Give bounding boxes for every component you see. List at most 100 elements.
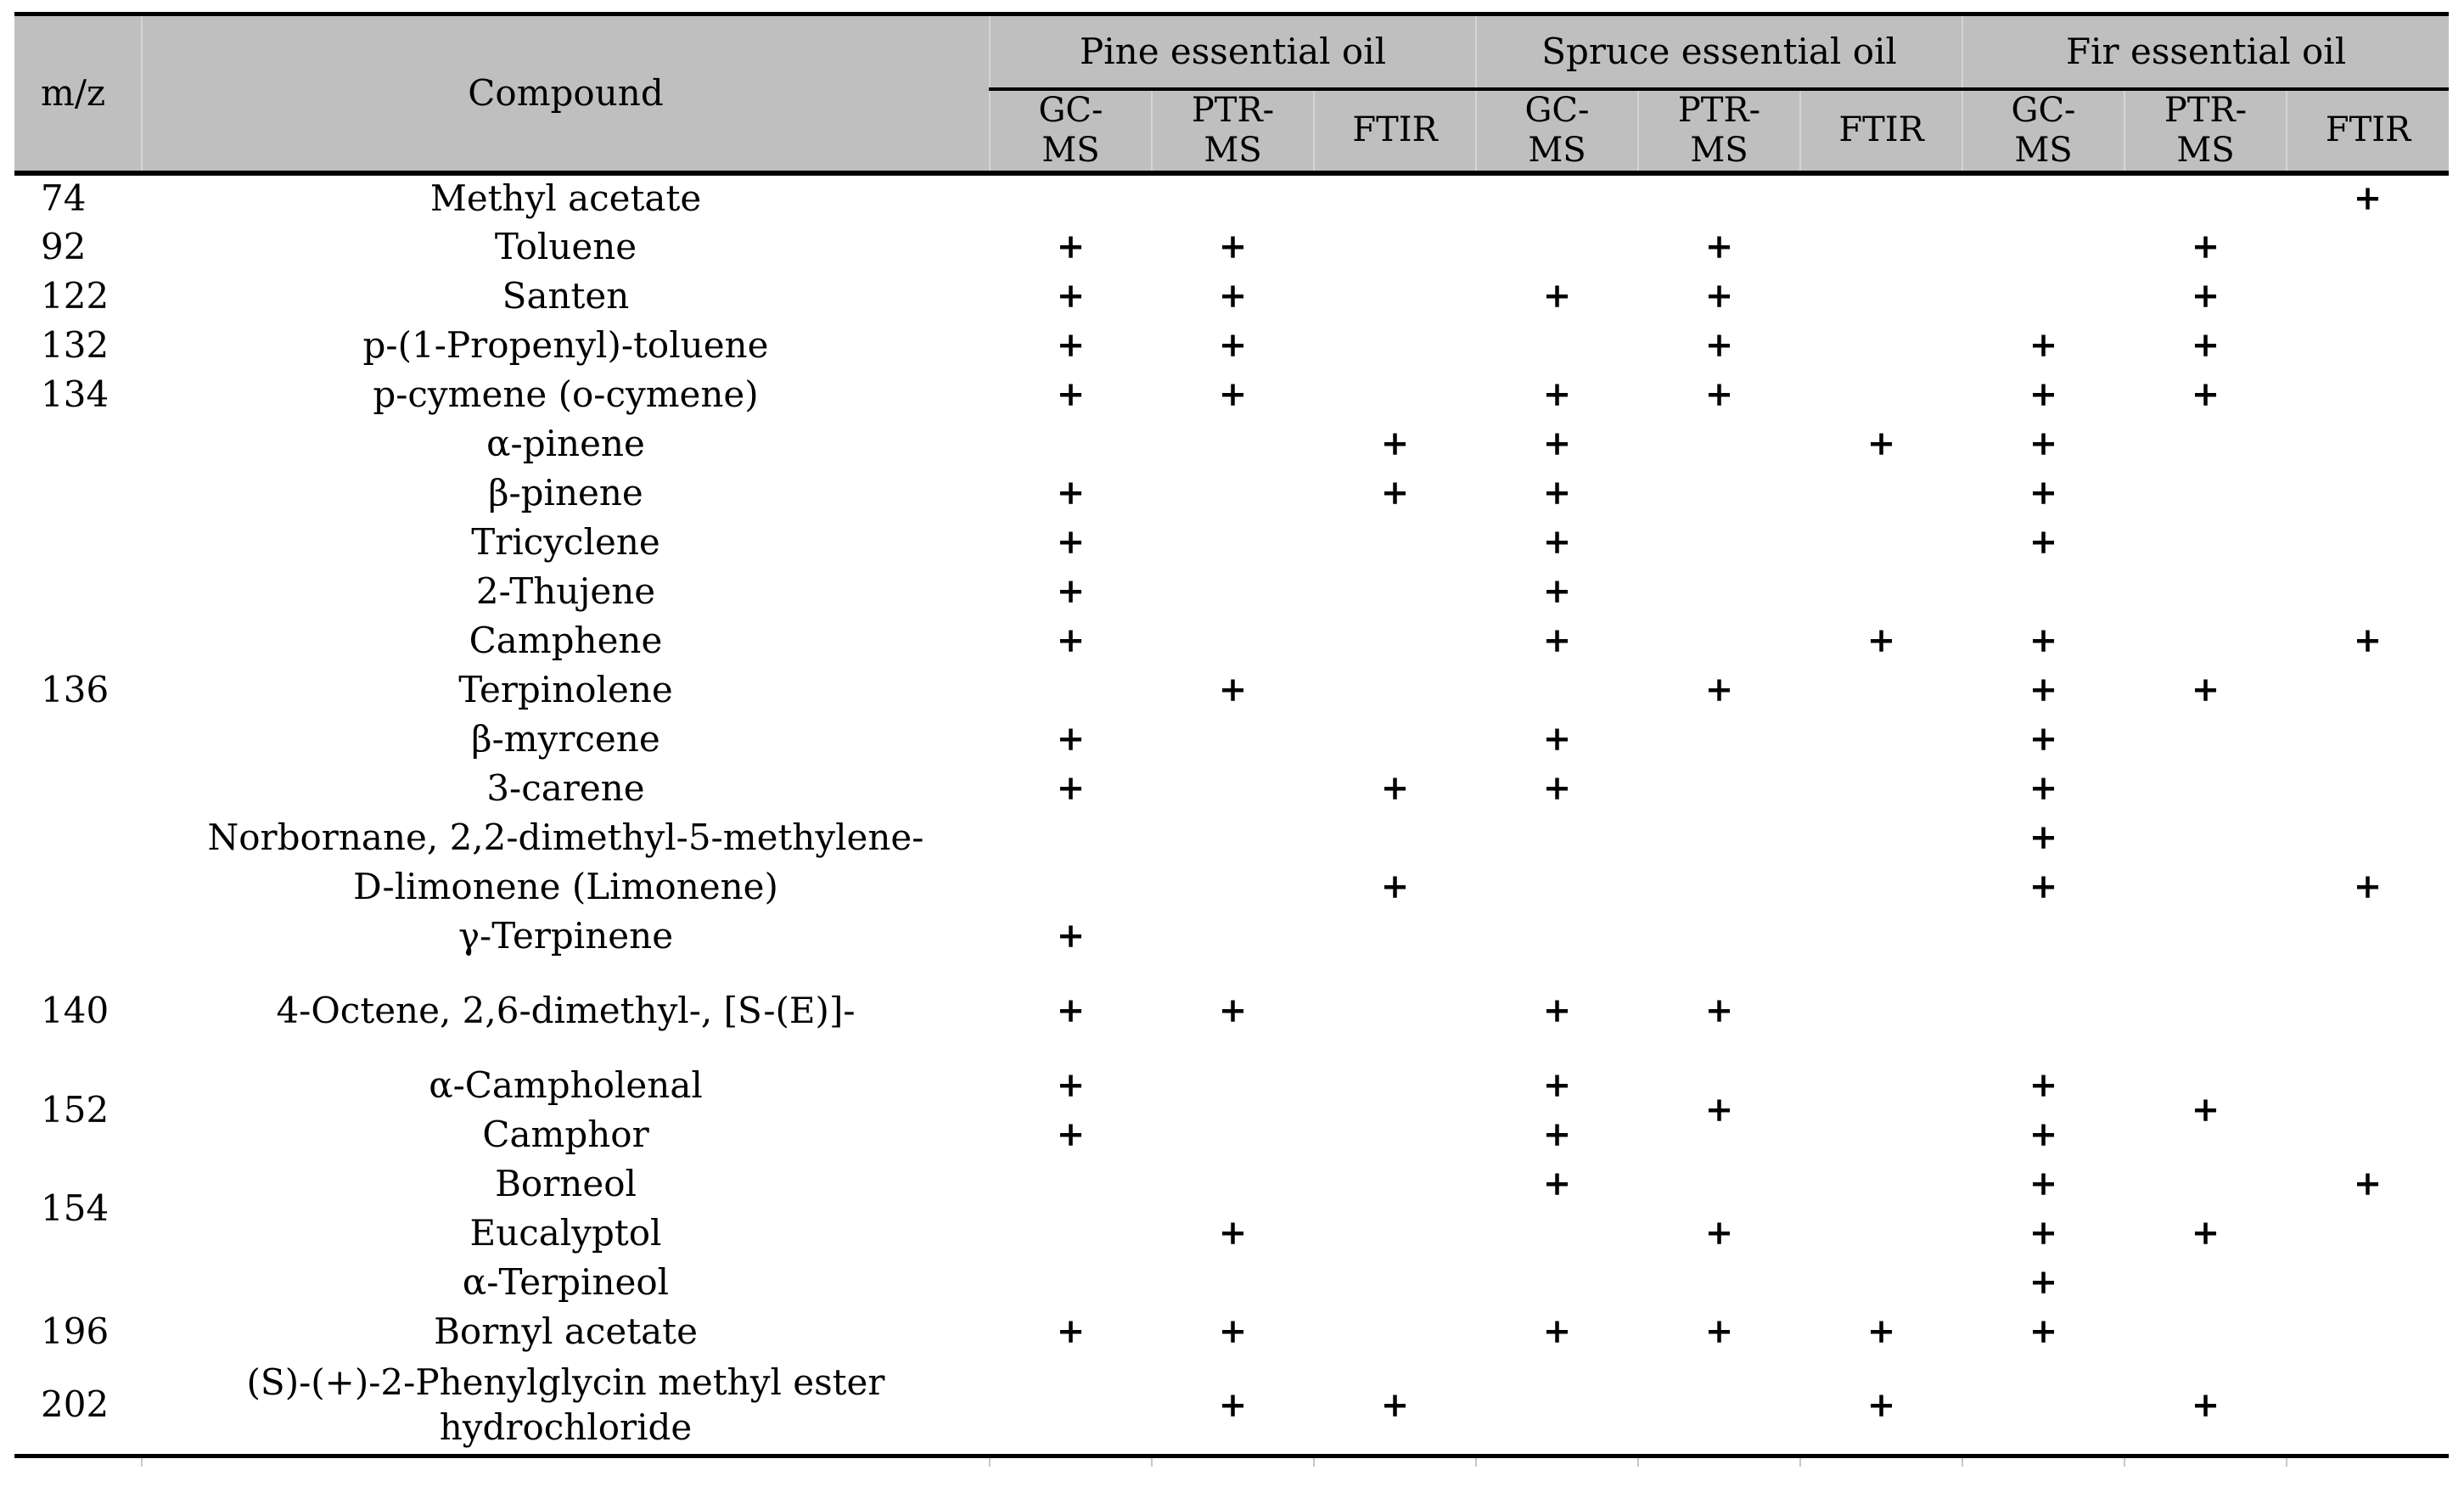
mark-cell-spruce-ptrms — [1638, 715, 1800, 764]
separator-tick — [1151, 1458, 1153, 1467]
mz-cell: 196 — [41, 1310, 109, 1352]
mark-cell-spruce-ftir: + — [1866, 1384, 1896, 1425]
mark-cell-fir-ftir — [2287, 518, 2449, 567]
mark-cell-fir-ftir — [2287, 272, 2449, 321]
mark-cell-spruce-ptrms — [1638, 419, 1800, 469]
table-row: β-pinene + + + + — [14, 469, 2449, 518]
mark-cell-pine-gcms — [990, 665, 1152, 715]
table-row: Camphene + + + + + — [14, 616, 2449, 665]
mark-cell-spruce-gcms — [1476, 1209, 1638, 1258]
mark-cell-pine-ftir — [1314, 715, 1476, 764]
group-header-row: m/z Compound Pine essential oil Spruce e… — [14, 14, 2450, 176]
mark-cell-pine-ftir — [1314, 321, 1476, 370]
mark-cell-fir-gcms: + — [2029, 1310, 2058, 1351]
mark-cell-pine-gcms: + — [1056, 1064, 1086, 1105]
mark-cell-pine-ptrms: + — [1218, 1384, 1248, 1425]
mark-cell-fir-ftir — [2287, 321, 2449, 370]
mark-cell-spruce-ptrms: + — [1704, 226, 1734, 267]
mark-cell-fir-ftir — [2287, 469, 2449, 518]
mark-cell-fir-ptrms — [2124, 419, 2287, 469]
mark-cell-fir-gcms: + — [2029, 373, 2058, 414]
mark-cell-pine-ptrms: + — [1218, 373, 1248, 414]
mark-cell-spruce-ftir — [1800, 469, 1962, 518]
header-spruce-gcms: GC- MS — [1475, 88, 1639, 176]
compound-cell: β-pinene — [488, 471, 643, 513]
table-row: 202 (S)-(+)-2-Phenylglycin methyl ester hy… — [14, 1356, 2449, 1456]
mark-cell-spruce-gcms — [1476, 321, 1638, 370]
mark-cell-spruce-ptrms — [1638, 518, 1800, 567]
table-row: γ-Terpinene + — [14, 912, 2449, 961]
mark-cell-fir-ftir — [2287, 567, 2449, 616]
mark-cell-fir-ptrms — [2124, 1159, 2287, 1209]
compound-cell: Bornyl acetate — [434, 1310, 698, 1352]
mark-cell-spruce-ptrms: + — [1704, 1089, 1734, 1130]
mark-cell-pine-ftir — [1314, 961, 1476, 1061]
table-row: 132 p-(1-Propenyl)-toluene + + + + + — [14, 321, 2449, 370]
mark-cell-spruce-ptrms: + — [1704, 324, 1734, 365]
mark-cell-spruce-ftir — [1800, 321, 1962, 370]
mark-cell-pine-ptrms — [1152, 764, 1314, 813]
mark-cell-fir-gcms: + — [2029, 866, 2058, 906]
mark-cell-spruce-ptrms: + — [1704, 275, 1734, 316]
compound-cell: Methyl acetate — [429, 177, 702, 220]
mark-cell-pine-ptrms: + — [1218, 324, 1248, 365]
mz-cell: 140 — [41, 989, 109, 1031]
method-label-line: PTR- — [1677, 90, 1761, 130]
mark-cell-pine-ftir: + — [1380, 472, 1410, 513]
mark-cell-fir-gcms — [1962, 1356, 2124, 1456]
mark-cell-fir-ptrms — [2124, 1258, 2287, 1307]
compound-cell: γ-Terpinene — [457, 914, 674, 957]
table-row: Camphor + + + — [14, 1110, 2449, 1159]
mz-cell — [14, 1258, 142, 1307]
mark-cell-spruce-ftir — [1800, 518, 1962, 567]
mark-cell-fir-gcms: + — [2029, 472, 2058, 513]
separator-tick — [1637, 1458, 1639, 1467]
mark-cell-pine-gcms: + — [1056, 1310, 1086, 1351]
mark-cell-fir-ptrms — [2124, 469, 2287, 518]
method-label-line: FTIR — [1352, 110, 1438, 150]
mark-cell-pine-ftir — [1314, 1258, 1476, 1307]
mark-cell-spruce-gcms: + — [1542, 1064, 1572, 1105]
mark-cell-fir-gcms: + — [2029, 1064, 2058, 1105]
table-row: 2-Thujene + + — [14, 567, 2449, 616]
mark-cell-spruce-ptrms — [1638, 1159, 1800, 1209]
header-pine-ptrms: PTR- MS — [1151, 88, 1314, 176]
mark-cell-pine-gcms — [990, 1258, 1152, 1307]
method-label-line: MS — [1204, 130, 1262, 170]
mz-cell: 154 — [41, 1187, 109, 1229]
mark-cell-fir-ftir: + — [2353, 620, 2383, 660]
mark-cell-spruce-ftir — [1800, 370, 1962, 419]
mark-cell-pine-ftir — [1314, 1209, 1476, 1258]
separator-tick — [2124, 1458, 2125, 1467]
compound-column-header: Compound — [141, 14, 990, 176]
header-spruce-ptrms: PTR- MS — [1637, 88, 1801, 176]
mark-cell-spruce-ptrms: + — [1704, 990, 1734, 1030]
separator-tick — [1962, 1458, 1963, 1467]
mark-cell-pine-ftir: + — [1380, 866, 1410, 906]
mark-cell-pine-ftir: + — [1380, 1384, 1410, 1425]
mark-cell-pine-ptrms: + — [1218, 990, 1248, 1030]
mark-cell-pine-gcms: + — [1056, 1114, 1086, 1154]
mark-cell-fir-ptrms — [2124, 912, 2287, 961]
mark-cell-fir-ptrms — [2124, 715, 2287, 764]
mark-cell-fir-ftir — [2287, 1258, 2449, 1307]
compound-cell: Camphor — [482, 1113, 649, 1155]
mark-cell-pine-ptrms: + — [1218, 1212, 1248, 1253]
mark-cell-spruce-gcms: + — [1542, 423, 1572, 463]
mark-cell-fir-ftir: + — [2353, 1163, 2383, 1204]
mark-cell-pine-ftir — [1314, 912, 1476, 961]
mark-cell-pine-ftir — [1314, 173, 1476, 222]
mark-cell-spruce-ftir — [1800, 222, 1962, 272]
mark-cell-spruce-gcms: + — [1542, 275, 1572, 316]
table-row: 154 Borneol + + + — [14, 1159, 2449, 1229]
compound-cell: β-myrcene — [471, 717, 660, 760]
header-pine-gcms: GC- MS — [989, 88, 1152, 176]
mark-cell-fir-ftir — [2287, 1307, 2449, 1356]
method-label-line: GC- — [2011, 90, 2076, 130]
mark-cell-fir-ftir — [2287, 961, 2449, 1061]
mark-cell-fir-ptrms — [2124, 616, 2287, 665]
mark-cell-fir-gcms: + — [2029, 324, 2058, 365]
mark-cell-spruce-gcms: + — [1542, 990, 1572, 1030]
mark-cell-pine-ftir — [1314, 370, 1476, 419]
mark-cell-pine-gcms: + — [1056, 718, 1086, 759]
